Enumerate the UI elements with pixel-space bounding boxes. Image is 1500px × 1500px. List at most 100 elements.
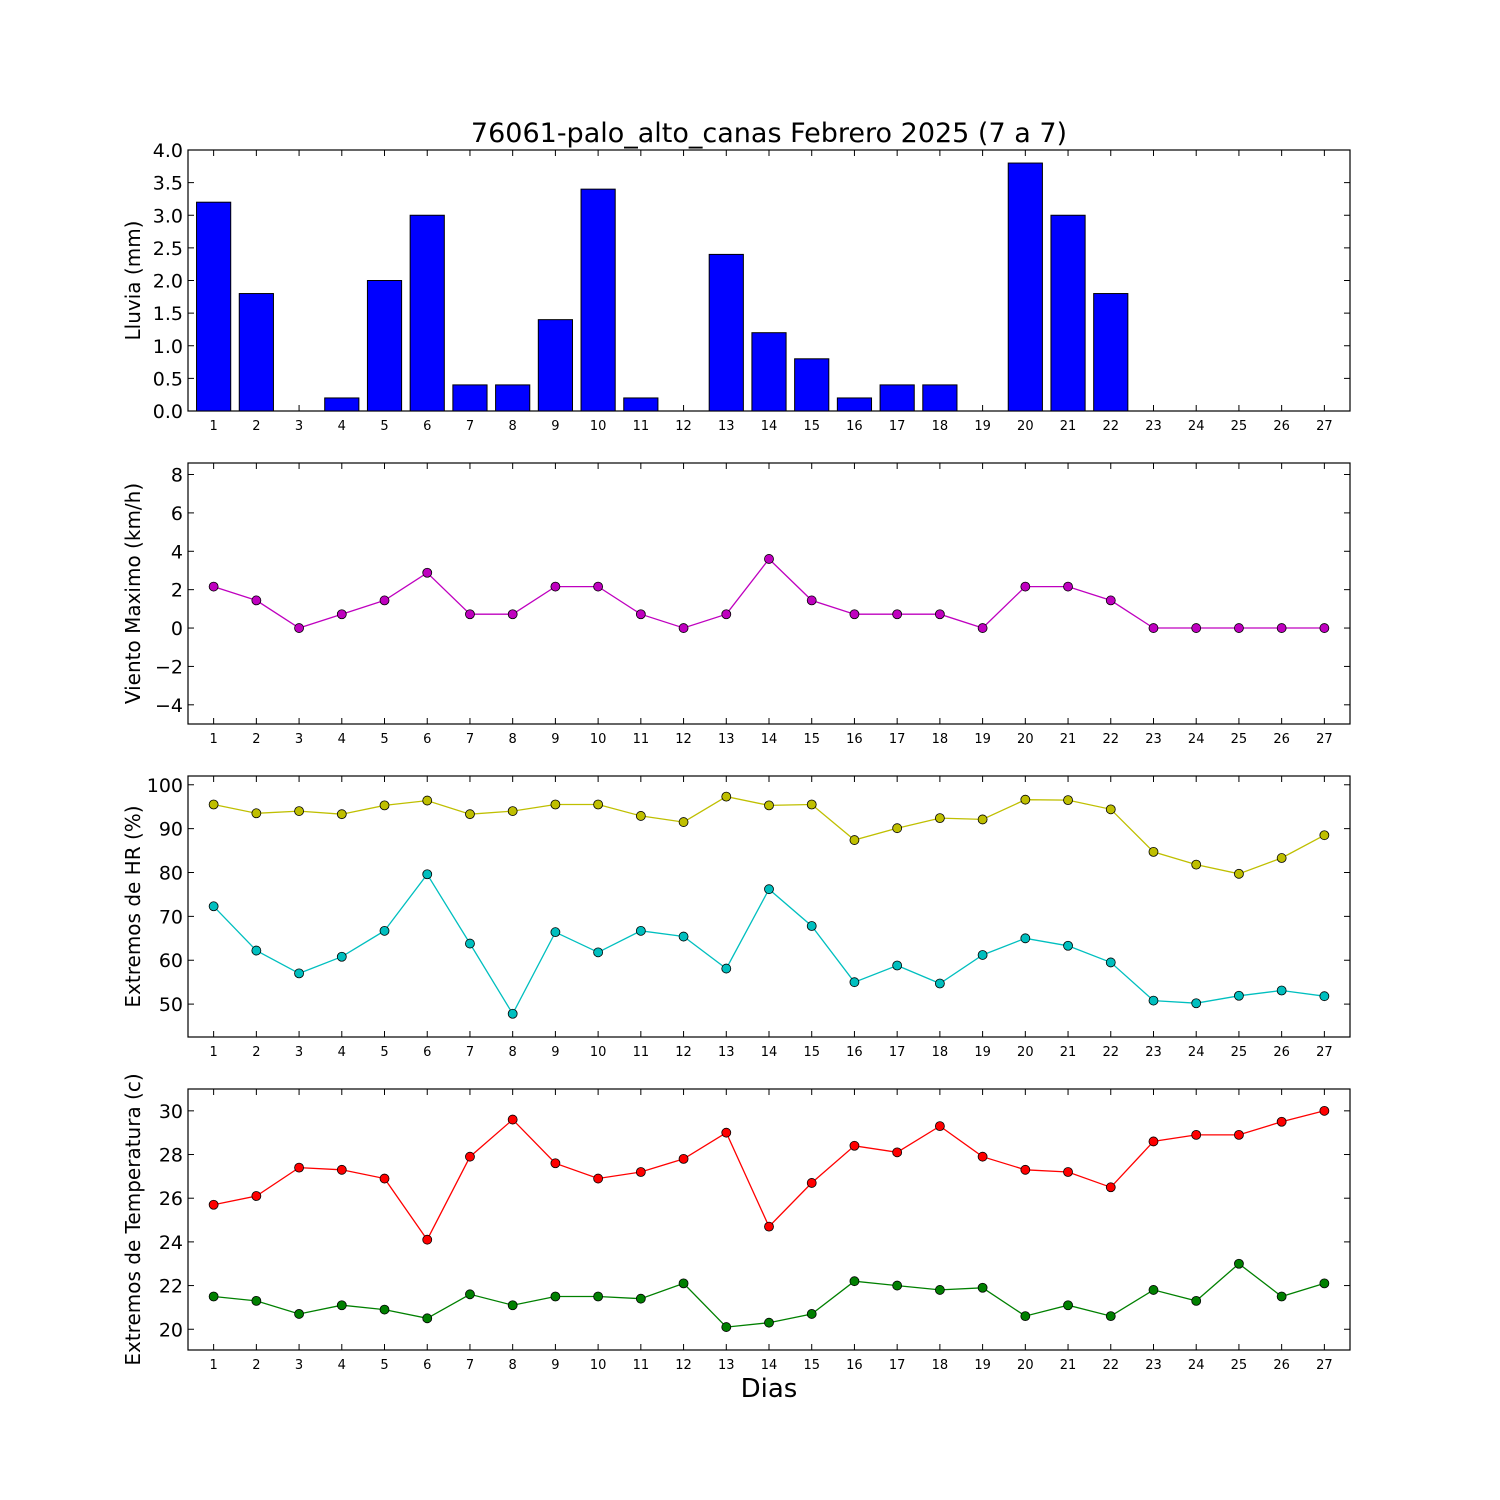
rain-x-tick-label: 20	[1017, 419, 1034, 434]
temperature-series-1-point	[892, 1147, 903, 1158]
wind-y-tick-label: 2	[171, 580, 183, 602]
humidity-x-tick-label: 26	[1273, 1045, 1290, 1060]
temperature-x-tick-label: 6	[423, 1358, 431, 1373]
humidity-y-tick-label: 60	[159, 950, 183, 972]
temperature-y-tick-label: 26	[159, 1188, 183, 1210]
humidity-series-1-point	[721, 791, 732, 802]
rain-bar	[366, 280, 403, 412]
temperature-x-tick-label: 7	[466, 1358, 474, 1373]
wind-x-tick-label: 1	[209, 732, 217, 747]
humidity-series-1-point	[251, 808, 262, 819]
humidity-series-2-point	[977, 950, 988, 960]
wind-y-tick-label: 0	[171, 618, 183, 640]
rain-y-tick-label: 3.5	[153, 173, 183, 195]
temperature-series-1-point	[1276, 1116, 1287, 1127]
rain-bar	[537, 319, 573, 412]
temperature-series-2-point	[806, 1309, 817, 1319]
temperature-series-2-point	[507, 1300, 518, 1311]
humidity-y-tick-label: 90	[159, 819, 183, 841]
humidity-y-axis-label: Extremos de HR (%)	[121, 805, 145, 1007]
temperature-series-1-point	[635, 1167, 646, 1177]
chart-title: 76061-palo_alto_canas Febrero 2025 (7 a …	[471, 118, 1067, 149]
wind-x-tick-label: 2	[252, 732, 260, 747]
humidity-y-tick-label: 70	[159, 906, 183, 928]
humidity-series-1-point	[208, 799, 219, 810]
wind-series-1-point	[294, 623, 304, 633]
temperature-series-1-point	[422, 1234, 433, 1245]
temperature-series-1-point	[1191, 1129, 1202, 1140]
humidity-series-2-point	[721, 963, 732, 974]
rain-bar	[922, 384, 958, 412]
temperature-series-1-point	[1234, 1129, 1244, 1140]
temperature-series-2-point	[977, 1282, 988, 1293]
temperature-series-1-point	[934, 1121, 945, 1132]
temperature-plot-frame	[187, 1088, 1351, 1351]
temperature-series-1-point	[764, 1221, 774, 1232]
humidity-x-tick-label: 12	[675, 1045, 692, 1060]
humidity-series-1-point	[1148, 846, 1159, 857]
humidity-x-tick-label: 5	[380, 1045, 388, 1060]
humidity-series-1-point	[294, 806, 304, 816]
humidity-series-2-point	[550, 927, 561, 938]
rain-bar	[794, 358, 830, 412]
humidity-series-2-point	[1276, 985, 1287, 996]
temperature-series-1-point	[1319, 1105, 1330, 1116]
humidity-series-2-point	[294, 968, 304, 979]
temperature-x-tick-label: 24	[1188, 1358, 1205, 1373]
wind-x-tick-label: 12	[675, 732, 692, 747]
rain-bar	[495, 384, 531, 412]
wind-y-tick-label: 6	[171, 503, 183, 525]
rain-y-tick-label: 2.5	[153, 238, 183, 260]
temperature-series-1-point	[294, 1162, 304, 1173]
humidity-series-2-point	[507, 1008, 518, 1019]
temperature-series-1-point	[721, 1127, 732, 1138]
humidity-series-1-point	[507, 806, 518, 816]
temperature-x-tick-label: 8	[509, 1358, 517, 1373]
x-axis-label: Dias	[741, 1374, 798, 1404]
rain-bar	[409, 214, 445, 412]
temperature-series-2-point	[465, 1289, 475, 1300]
temperature-series-1-line	[213, 1110, 1325, 1241]
humidity-x-tick-label: 7	[466, 1045, 474, 1060]
temperature-series-2-point	[1276, 1291, 1287, 1302]
humidity-x-tick-label: 20	[1017, 1045, 1034, 1060]
rain-bar	[623, 397, 659, 412]
rain-x-tick-label: 26	[1273, 419, 1290, 434]
humidity-series-2-point	[764, 884, 774, 895]
wind-series-1-point	[1105, 595, 1116, 606]
temperature-series-1-point	[550, 1158, 561, 1169]
rain-x-tick-label: 25	[1231, 419, 1248, 434]
humidity-series-1-point	[977, 814, 988, 825]
humidity-series-1-point	[1063, 795, 1073, 806]
humidity-series-2-point	[336, 951, 347, 962]
rain-x-tick-label: 3	[295, 419, 303, 434]
humidity-series-2-point	[208, 901, 219, 912]
humidity-series-1-point	[806, 799, 817, 810]
humidity-series-1-point	[764, 800, 774, 811]
humidity-x-tick-label: 15	[803, 1045, 820, 1060]
wind-series-1-point	[806, 595, 817, 606]
humidity-series-1-point	[1020, 794, 1031, 805]
wind-x-tick-label: 17	[889, 732, 906, 747]
humidity-series-2-point	[678, 931, 689, 942]
temperature-x-tick-label: 2	[252, 1358, 260, 1373]
humidity-series-2-point	[1105, 957, 1116, 968]
wind-series-1-point	[251, 595, 262, 606]
temperature-x-tick-label: 20	[1017, 1358, 1034, 1373]
humidity-series-2-point	[934, 978, 945, 989]
humidity-series-1-point	[849, 835, 860, 845]
humidity-series-2-point	[1148, 995, 1159, 1006]
humidity-series-2-point	[422, 869, 433, 880]
wind-x-tick-label: 6	[423, 732, 431, 747]
wind-series-1-point	[593, 581, 604, 592]
temperature-x-tick-label: 17	[889, 1358, 906, 1373]
rain-x-tick-label: 12	[675, 419, 692, 434]
rain-bar	[1093, 293, 1129, 412]
wind-series-1-point	[1276, 623, 1287, 633]
temperature-y-tick-label: 24	[159, 1232, 183, 1254]
temperature-x-tick-label: 1	[209, 1358, 217, 1373]
wind-x-tick-label: 8	[509, 732, 517, 747]
humidity-x-tick-label: 4	[338, 1045, 346, 1060]
temperature-x-tick-label: 14	[761, 1358, 778, 1373]
